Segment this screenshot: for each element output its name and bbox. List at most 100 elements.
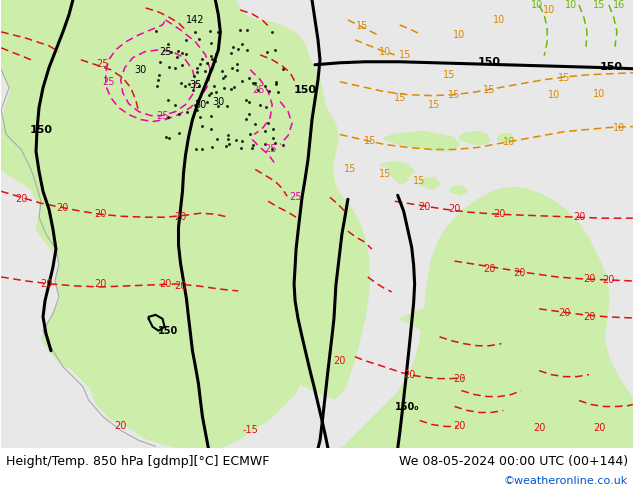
Polygon shape bbox=[420, 177, 439, 189]
Text: 20: 20 bbox=[40, 279, 52, 289]
Point bbox=[171, 64, 181, 72]
Point bbox=[221, 142, 231, 150]
Point bbox=[231, 67, 242, 74]
Point bbox=[188, 86, 198, 94]
Text: 150: 150 bbox=[30, 124, 53, 135]
Point bbox=[260, 82, 270, 90]
Text: 15: 15 bbox=[429, 99, 441, 110]
Text: 150: 150 bbox=[294, 85, 316, 95]
Text: 15: 15 bbox=[443, 70, 456, 80]
Point bbox=[163, 40, 173, 48]
Point bbox=[223, 135, 233, 143]
Text: 10: 10 bbox=[565, 0, 577, 10]
Text: 15: 15 bbox=[364, 137, 376, 147]
Point bbox=[176, 79, 186, 87]
Text: 25: 25 bbox=[159, 47, 172, 57]
Text: 15: 15 bbox=[356, 21, 368, 31]
Point bbox=[155, 58, 165, 66]
Point bbox=[197, 122, 207, 130]
Text: 15: 15 bbox=[413, 176, 426, 186]
Point bbox=[261, 102, 271, 110]
Text: 20: 20 bbox=[403, 369, 416, 380]
Point bbox=[206, 89, 216, 97]
Text: 20: 20 bbox=[115, 421, 127, 431]
Point bbox=[192, 68, 202, 76]
Polygon shape bbox=[171, 332, 179, 341]
Point bbox=[236, 40, 247, 48]
Text: 150: 150 bbox=[599, 62, 623, 72]
Point bbox=[242, 26, 252, 34]
Point bbox=[206, 125, 216, 133]
Point bbox=[217, 68, 227, 75]
Text: 15: 15 bbox=[399, 50, 411, 60]
Point bbox=[247, 145, 257, 152]
Polygon shape bbox=[385, 131, 460, 151]
Text: 35: 35 bbox=[190, 80, 202, 90]
Point bbox=[181, 50, 191, 58]
Text: 20: 20 bbox=[583, 274, 595, 284]
Point bbox=[221, 73, 231, 80]
Point bbox=[260, 127, 270, 135]
Point bbox=[241, 115, 251, 122]
Point bbox=[250, 79, 261, 87]
Text: 30: 30 bbox=[212, 97, 224, 107]
Point bbox=[278, 65, 288, 73]
Point bbox=[236, 137, 247, 145]
Point bbox=[262, 48, 272, 56]
Text: 20: 20 bbox=[533, 423, 545, 434]
Point bbox=[241, 96, 251, 103]
Point bbox=[232, 60, 242, 68]
Point bbox=[192, 64, 202, 72]
Point bbox=[207, 55, 217, 63]
Text: 20: 20 bbox=[573, 212, 585, 222]
Text: 15: 15 bbox=[593, 0, 605, 10]
Text: 10: 10 bbox=[493, 15, 505, 25]
Point bbox=[266, 145, 276, 153]
Point bbox=[245, 130, 256, 138]
Point bbox=[242, 46, 252, 54]
Point bbox=[191, 106, 202, 114]
Polygon shape bbox=[153, 323, 165, 334]
Text: Height/Temp. 850 hPa [gdmp][°C] ECMWF: Height/Temp. 850 hPa [gdmp][°C] ECMWF bbox=[6, 455, 269, 468]
Text: 142: 142 bbox=[186, 15, 205, 25]
Point bbox=[174, 129, 184, 137]
Point bbox=[237, 77, 247, 85]
Text: 20: 20 bbox=[15, 194, 27, 204]
Point bbox=[210, 88, 221, 96]
Point bbox=[166, 48, 176, 55]
Point bbox=[154, 72, 164, 79]
Point bbox=[209, 82, 219, 90]
Text: 15: 15 bbox=[378, 170, 391, 179]
Polygon shape bbox=[460, 131, 489, 145]
Text: 20: 20 bbox=[159, 279, 172, 289]
Point bbox=[271, 78, 281, 86]
Point bbox=[212, 135, 222, 143]
Point bbox=[191, 99, 202, 107]
Text: 25: 25 bbox=[157, 111, 169, 121]
Point bbox=[249, 120, 259, 128]
Text: ©weatheronline.co.uk: ©weatheronline.co.uk bbox=[504, 475, 628, 486]
Point bbox=[172, 47, 183, 55]
Point bbox=[264, 87, 274, 95]
Point bbox=[253, 86, 263, 94]
Text: 15: 15 bbox=[448, 90, 461, 99]
Text: 20: 20 bbox=[453, 421, 465, 431]
Point bbox=[195, 82, 205, 90]
Text: 20: 20 bbox=[513, 268, 526, 278]
Point bbox=[233, 45, 243, 52]
Point bbox=[213, 28, 223, 36]
Point bbox=[191, 145, 201, 152]
Text: 20: 20 bbox=[174, 281, 186, 291]
Point bbox=[162, 114, 172, 122]
Point bbox=[205, 27, 215, 35]
Point bbox=[190, 101, 200, 109]
Point bbox=[170, 101, 180, 109]
Point bbox=[211, 50, 221, 58]
Point bbox=[178, 61, 188, 69]
Point bbox=[273, 88, 283, 96]
Point bbox=[243, 98, 254, 106]
Point bbox=[164, 134, 174, 142]
Text: 15: 15 bbox=[483, 85, 496, 95]
Point bbox=[244, 110, 254, 118]
Text: 20: 20 bbox=[94, 279, 107, 289]
